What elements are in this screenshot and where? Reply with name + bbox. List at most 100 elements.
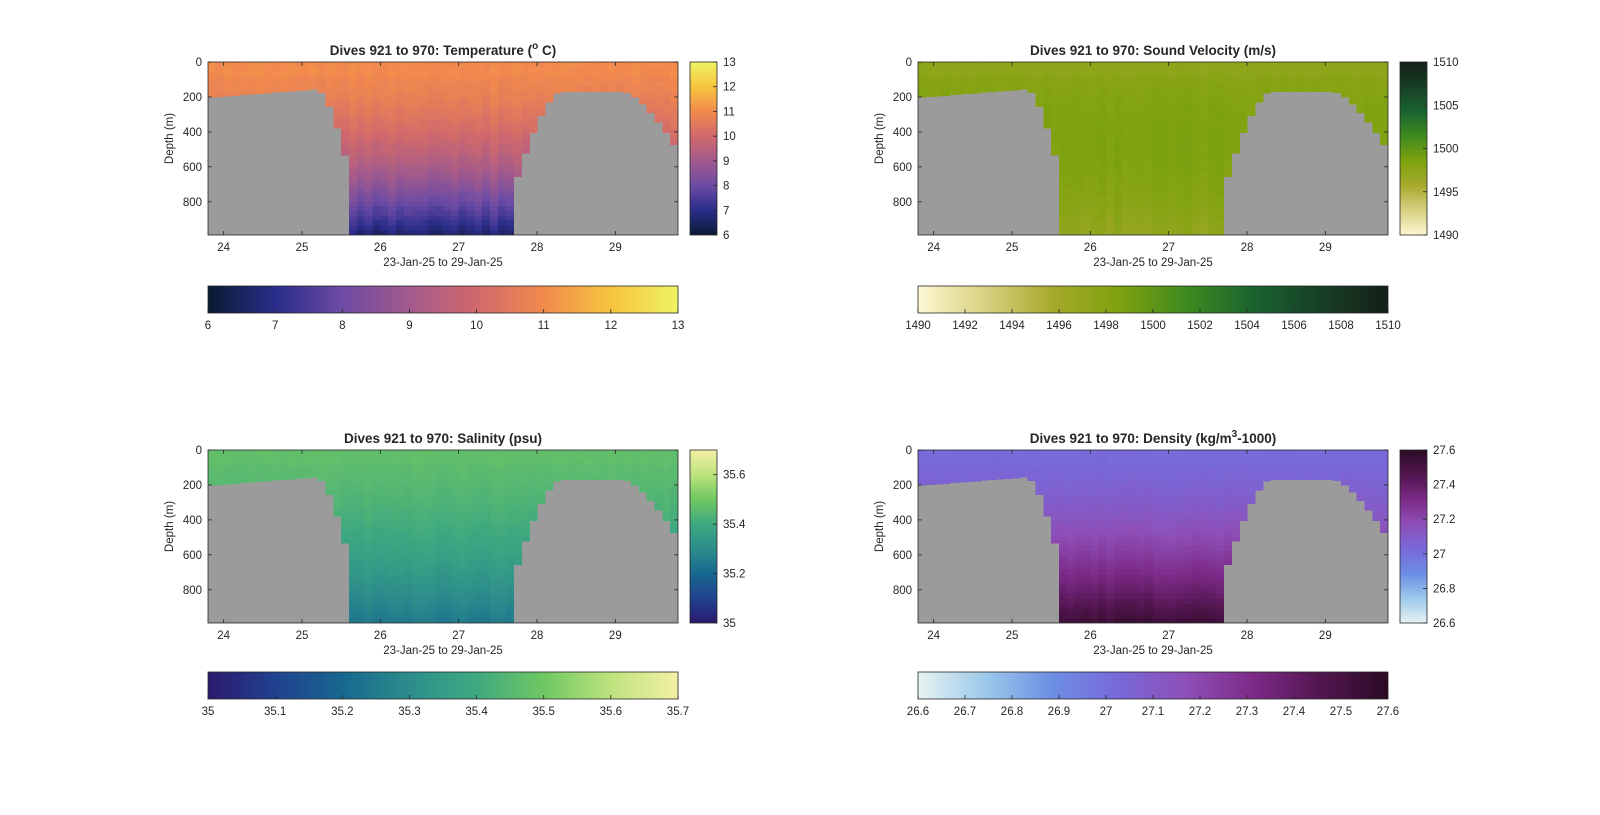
heatmap-cell — [1121, 574, 1131, 580]
heatmap-cell — [458, 618, 468, 623]
heatmap-cell — [1106, 153, 1115, 159]
heatmap-cell — [1278, 62, 1287, 67]
heatmap-cell — [1059, 134, 1068, 139]
heatmap-cell — [270, 90, 280, 93]
heatmap-cell — [933, 86, 943, 91]
heatmap-cell — [482, 148, 491, 154]
heatmap-cell — [419, 589, 428, 595]
heatmap-cell — [1168, 110, 1178, 115]
heatmap-cell — [631, 464, 640, 470]
heatmap-cell — [388, 158, 397, 164]
heatmap-cell — [1356, 62, 1366, 67]
heatmap-cell — [1145, 589, 1154, 595]
heatmap-cell — [1254, 488, 1264, 491]
colorbar-tick-label: 10 — [470, 320, 483, 332]
heatmap-cell — [1184, 512, 1193, 518]
heatmap-cell — [1160, 498, 1170, 503]
heatmap-cell — [1137, 71, 1146, 77]
heatmap-cell — [411, 469, 421, 475]
heatmap-cell — [1074, 464, 1084, 470]
heatmap-cell — [1137, 574, 1146, 580]
heatmap-cell — [1207, 474, 1217, 479]
heatmap-cell — [380, 81, 389, 87]
heatmap-cell — [1066, 598, 1076, 604]
heatmap-cell — [1137, 110, 1146, 115]
heatmap-cell — [1192, 574, 1201, 580]
heatmap-cell — [333, 90, 342, 96]
heatmap-cell — [1113, 512, 1123, 518]
heatmap-cell — [364, 186, 374, 192]
heatmap-cell — [654, 76, 663, 82]
heatmap-cell — [1168, 608, 1178, 614]
heatmap-cell — [1129, 579, 1138, 585]
heatmap-cell — [349, 579, 358, 585]
heatmap-cell — [918, 459, 927, 465]
heatmap-cell — [396, 536, 405, 542]
heatmap-cell — [396, 488, 405, 494]
heatmap-cell — [1027, 81, 1037, 87]
heatmap-cell — [458, 464, 468, 470]
heatmap-cell — [1168, 129, 1178, 135]
heatmap-cell — [1223, 158, 1232, 164]
heatmap-cell — [466, 186, 475, 192]
heatmap-cell — [497, 148, 507, 154]
heatmap-cell — [505, 210, 515, 216]
heatmap-cell — [1153, 541, 1162, 547]
heatmap-cell — [1145, 158, 1154, 164]
heatmap-cell — [474, 153, 483, 159]
heatmap-cell — [1341, 71, 1350, 77]
heatmap-cell — [450, 478, 460, 484]
heatmap-cell — [1176, 454, 1185, 460]
heatmap-cell — [1051, 517, 1060, 523]
heatmap-cell — [396, 119, 405, 125]
heatmap-cell — [1153, 71, 1162, 77]
heatmap-cell — [403, 555, 413, 561]
heatmap-cell — [1364, 110, 1373, 115]
heatmap-cell — [388, 225, 397, 231]
heatmap-cell — [403, 450, 413, 455]
heatmap-cell — [396, 210, 405, 216]
heatmap-cell — [1223, 507, 1232, 513]
heatmap-cell — [1090, 100, 1099, 106]
heatmap-cell — [1059, 230, 1068, 235]
colorbar-gradient — [689, 61, 718, 236]
heatmap-cell — [255, 454, 264, 460]
heatmap-cell — [317, 478, 327, 481]
heatmap-cell — [1380, 502, 1388, 508]
heatmap-cell — [497, 608, 507, 614]
heatmap-cell — [474, 230, 483, 235]
heatmap-cell — [490, 110, 499, 115]
heatmap-cell — [466, 220, 475, 226]
heatmap-cell — [1207, 555, 1217, 561]
heatmap-cell — [388, 105, 397, 111]
heatmap-cell — [1380, 507, 1388, 513]
heatmap-cell — [1059, 225, 1068, 231]
heatmap-cell — [396, 134, 405, 139]
heatmap-cell — [568, 464, 577, 470]
heatmap-cell — [1035, 459, 1044, 465]
heatmap-cell — [1168, 550, 1178, 556]
heatmap-cell — [972, 62, 982, 67]
heatmap-cell — [435, 493, 444, 499]
heatmap-cell — [1168, 536, 1178, 542]
heatmap-cell — [1356, 90, 1366, 96]
heatmap-cell — [1262, 66, 1272, 72]
heatmap-cell — [1019, 454, 1029, 460]
y-tick-label: 200 — [893, 92, 912, 104]
colorbar-tick-label: 1510 — [1433, 57, 1459, 69]
heatmap-cell — [325, 474, 334, 479]
heatmap-cell — [505, 464, 515, 470]
heatmap-cell — [474, 488, 483, 494]
heatmap-cell — [490, 71, 499, 77]
heatmap-cell — [458, 114, 468, 120]
heatmap-cell — [1145, 598, 1154, 604]
heatmap-cell — [1200, 493, 1209, 499]
heatmap-cell — [670, 71, 678, 77]
heatmap-cell — [1090, 594, 1099, 600]
heatmap-cell — [1051, 124, 1060, 130]
heatmap-cell — [1168, 81, 1178, 87]
heatmap-cell — [1231, 110, 1240, 115]
heatmap-cell — [1168, 90, 1178, 96]
heatmap-cell — [1113, 177, 1123, 183]
heatmap-cell — [646, 71, 656, 77]
